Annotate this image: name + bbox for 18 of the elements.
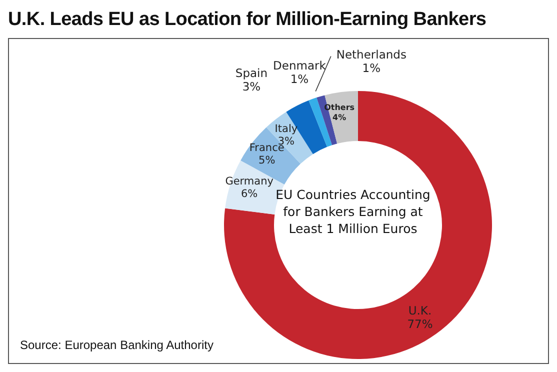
data-label: 6%: [241, 188, 258, 200]
data-label: 5%: [258, 154, 276, 167]
source-note: Source: European Banking Authority: [20, 338, 214, 352]
data-label: 1%: [290, 72, 309, 86]
slice-label: Italy: [274, 122, 298, 135]
slice-label: Netherlands: [336, 47, 406, 62]
data-label: 1%: [362, 60, 381, 75]
slice-label: Spain: [235, 66, 268, 80]
data-label: 3%: [242, 80, 261, 94]
slice-label: France: [249, 142, 284, 154]
donut-slice: [224, 91, 492, 359]
slice-label: Germany: [225, 175, 274, 188]
slice-label: Denmark: [273, 58, 326, 72]
data-label: 77%: [407, 316, 433, 331]
chart-title: U.K. Leads EU as Location for Million-Earning Bankers: [8, 8, 488, 32]
data-label: 4%: [332, 112, 346, 122]
text: EU Countries Accounting for Bankers Earning at Least 1 Million Euros: [274, 186, 432, 237]
slice-label: U.K.: [408, 303, 432, 318]
